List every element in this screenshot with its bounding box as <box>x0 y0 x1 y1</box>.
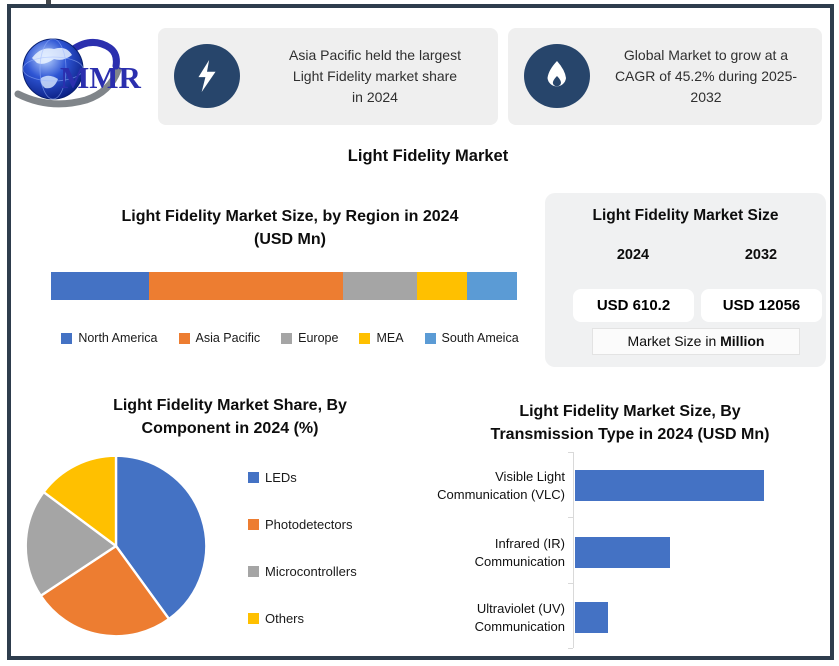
region-chart-title-line1: Light Fidelity Market Size, by Region in… <box>121 208 459 225</box>
legend-marker <box>248 613 259 624</box>
logo-text: MMR <box>60 60 141 95</box>
legend-item-north-america: North America <box>61 331 158 345</box>
axis-tick <box>568 648 573 649</box>
transmission-chart-title: Light Fidelity Market Size, By Transmiss… <box>440 400 820 446</box>
transmission-chart-title-line2: Transmission Type in 2024 (USD Mn) <box>490 426 770 444</box>
legend-marker <box>281 332 293 344</box>
market-size-card: Light Fidelity Market Size 2024 2032 USD… <box>545 193 826 367</box>
callout-cagr: Global Market to grow at a CAGR of 45.2%… <box>508 28 822 125</box>
pie-slice-microcontrollers <box>24 490 118 597</box>
legend-label: Others <box>265 611 305 626</box>
globe-swoosh-icon <box>14 38 122 108</box>
flame-icon <box>524 44 590 108</box>
top-artifact-mark <box>46 0 51 7</box>
year-2032-label: 2032 <box>744 247 778 263</box>
legend-item-europe: Europe <box>281 331 338 345</box>
callout-line: 2032 <box>690 89 722 105</box>
label-line: Communication (VLC) <box>437 487 565 503</box>
legend-label: Europe <box>298 331 339 345</box>
lightning-bolt-icon <box>174 44 240 108</box>
callout-line: CAGR of 45.2% during 2025- <box>614 68 798 84</box>
label-line: Communication <box>474 619 565 635</box>
label-line: Infrared (IR) <box>494 536 565 551</box>
value-2024-pill: USD 610.2 <box>573 289 694 322</box>
page-title: Light Fidelity Market <box>347 147 509 165</box>
region-legend: North America Asia Pacific Europe MEA So… <box>30 331 550 345</box>
axis-tick <box>568 452 573 453</box>
region-chart-title: Light Fidelity Market Size, by Region in… <box>30 205 550 251</box>
legend-item-mea: MEA <box>359 331 404 345</box>
market-size-title: Light Fidelity Market Size <box>592 207 779 224</box>
label-uv: Ultraviolet (UV) Communication <box>405 600 565 636</box>
border-frame <box>7 4 834 660</box>
pie-chart-title: Light Fidelity Market Share, By Componen… <box>35 394 425 440</box>
pie-legend: LEDs Photodetectors Microcontrollers Oth… <box>248 470 357 626</box>
legend-label: Microcontrollers <box>265 564 357 579</box>
y-axis-line <box>573 452 574 648</box>
callout-line: Global Market to grow at a <box>623 47 789 63</box>
legend-marker <box>61 332 73 344</box>
region-chart-title-line2: (USD Mn) <box>254 231 326 249</box>
legend-label: MEA <box>376 331 404 345</box>
label-ir: Infrared (IR) Communication <box>405 535 565 571</box>
legend-item-asia-pacific: Asia Pacific <box>178 331 261 345</box>
legend-label: Photodetectors <box>265 517 353 532</box>
market-size-unit: Market Size in Million <box>592 328 800 355</box>
segment-mea <box>416 272 467 300</box>
axis-tick <box>568 583 573 584</box>
legend-label: Asia Pacific <box>195 331 261 345</box>
year-2024-label: 2024 <box>616 247 650 263</box>
legend-marker <box>178 332 190 344</box>
pie-chart-title-line2: Component in 2024 (%) <box>141 420 319 438</box>
legend-marker <box>248 566 259 577</box>
legend-label: North America <box>78 331 158 345</box>
transmission-chart-title-line1: Light Fidelity Market Size, By <box>519 403 741 420</box>
axis-tick <box>568 517 573 518</box>
pie-chart-title-line1: Light Fidelity Market Share, By <box>113 397 347 414</box>
label-line: Ultraviolet (UV) <box>476 601 565 616</box>
callout-cagr-text: Global Market to grow at a CAGR of 45.2%… <box>600 28 812 125</box>
segment-europe <box>343 272 417 300</box>
segment-north-america <box>51 272 150 300</box>
label-vlc: Visible Light Communication (VLC) <box>405 468 565 504</box>
bar-ir <box>575 537 671 568</box>
label-line: Visible Light <box>495 469 565 484</box>
pie-slice-photodetectors <box>39 544 171 638</box>
label-line: Communication <box>474 554 565 570</box>
callout-line: Asia Pacific held the largest <box>289 47 461 63</box>
segment-south-america <box>466 272 517 300</box>
unit-prefix: Market Size in <box>627 333 721 349</box>
callout-asia-pacific: Asia Pacific held the largest Light Fide… <box>158 28 498 125</box>
legend-marker <box>359 332 371 344</box>
callout-asia-pacific-text: Asia Pacific held the largest Light Fide… <box>262 28 488 125</box>
bar-vlc <box>575 470 764 501</box>
legend-item-photodetectors: Photodetectors <box>248 517 357 532</box>
legend-marker <box>248 519 259 530</box>
mmr-logo: MMR <box>14 34 164 110</box>
bar-uv <box>575 602 609 633</box>
component-pie-chart <box>24 454 208 638</box>
callout-line: Light Fidelity market share <box>292 68 458 84</box>
legend-item-leds: LEDs <box>248 470 357 485</box>
pie-slice-others <box>42 454 118 548</box>
legend-marker <box>424 332 436 344</box>
value-2032-pill: USD 12056 <box>701 289 822 322</box>
pie-slice-leds <box>114 454 208 621</box>
segment-asia-pacific <box>149 272 344 300</box>
legend-item-south-america: South Ameica <box>424 331 519 345</box>
callout-line: in 2024 <box>352 89 398 105</box>
legend-label: LEDs <box>265 470 297 485</box>
region-stacked-bar <box>51 272 517 300</box>
legend-item-microcontrollers: Microcontrollers <box>248 564 357 579</box>
unit-bold: Million <box>720 333 765 349</box>
legend-label: South Ameica <box>441 331 519 345</box>
legend-marker <box>248 472 259 483</box>
legend-item-others: Others <box>248 611 357 626</box>
